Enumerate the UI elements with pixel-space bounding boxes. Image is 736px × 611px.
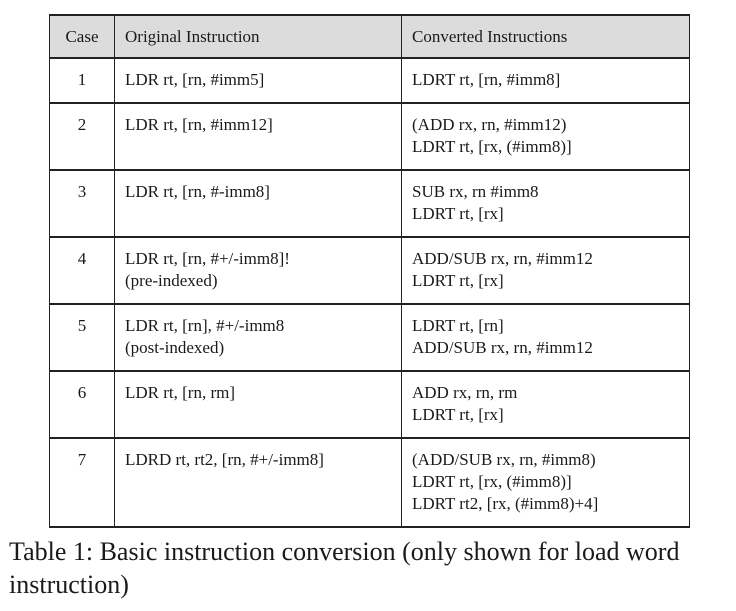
converted-instructions-cell: LDRT rt, [rn] ADD/SUB rx, rn, #imm12: [401, 304, 690, 371]
converted-instruction-line: ADD/SUB rx, rn, #imm12: [412, 338, 593, 357]
converted-instruction-line: LDRT rt, [rx]: [412, 271, 504, 290]
original-instruction-cell: LDR rt, [rn, #imm5]: [114, 58, 402, 103]
converted-instructions-cell: ADD/SUB rx, rn, #imm12 LDRT rt, [rx]: [401, 237, 690, 304]
instruction-conversion-table: Case Original Instruction Converted Inst…: [49, 14, 690, 528]
converted-instruction-line: LDRT rt, [rx]: [412, 405, 504, 424]
converted-instructions-cell: ADD rx, rn, rm LDRT rt, [rx]: [401, 371, 690, 438]
table-row: 2 LDR rt, [rn, #imm12] (ADD rx, rn, #imm…: [49, 103, 690, 170]
original-instruction-line: LDR rt, [rn, #imm5]: [125, 70, 265, 89]
converted-instruction-line: LDRT rt, [rx, (#imm8)]: [412, 137, 572, 156]
original-instruction-line: LDRD rt, rt2, [rn, #+/-imm8]: [125, 450, 324, 469]
converted-instruction-line: LDRT rt, [rn]: [412, 316, 504, 335]
converted-instruction-line: SUB rx, rn #imm8: [412, 182, 539, 201]
case-number: 4: [49, 237, 115, 304]
original-instruction-cell: LDR rt, [rn, #-imm8]: [114, 170, 402, 237]
original-instruction-line: LDR rt, [rn, rm]: [125, 383, 236, 402]
table-row: 4 LDR rt, [rn, #+/-imm8]! (pre-indexed) …: [49, 237, 690, 304]
table-row: 5 LDR rt, [rn], #+/-imm8 (post-indexed) …: [49, 304, 690, 371]
case-number: 3: [49, 170, 115, 237]
table-caption: Table 1: Basic instruction conversion (o…: [9, 537, 680, 599]
original-instruction-line: LDR rt, [rn, #imm12]: [125, 115, 273, 134]
case-number: 2: [49, 103, 115, 170]
converted-instruction-line: LDRT rt, [rn, #imm8]: [412, 70, 561, 89]
original-instruction-note: (pre-indexed): [125, 271, 218, 290]
case-number: 6: [49, 371, 115, 438]
converted-instruction-line: (ADD rx, rn, #imm12): [412, 115, 567, 134]
header-case: Case: [49, 15, 115, 58]
original-instruction-note: (post-indexed): [125, 338, 225, 357]
converted-instruction-line: LDRT rt2, [rx, (#imm8)+4]: [412, 494, 599, 513]
converted-instruction-line: LDRT rt, [rx]: [412, 204, 504, 223]
original-instruction-cell: LDR rt, [rn, #imm12]: [114, 103, 402, 170]
case-number: 7: [49, 438, 115, 527]
converted-instructions-cell: SUB rx, rn #imm8 LDRT rt, [rx]: [401, 170, 690, 237]
table-row: 6 LDR rt, [rn, rm] ADD rx, rn, rm LDRT r…: [49, 371, 690, 438]
original-instruction-cell: LDR rt, [rn, #+/-imm8]! (pre-indexed): [114, 237, 402, 304]
original-instruction-cell: LDRD rt, rt2, [rn, #+/-imm8]: [114, 438, 402, 527]
table-row: 1 LDR rt, [rn, #imm5] LDRT rt, [rn, #imm…: [49, 58, 690, 103]
converted-instruction-line: LDRT rt, [rx, (#imm8)]: [412, 472, 572, 491]
original-instruction-line: LDR rt, [rn, #-imm8]: [125, 182, 270, 201]
case-number: 5: [49, 304, 115, 371]
header-original-instruction: Original Instruction: [114, 15, 402, 58]
converted-instructions-cell: LDRT rt, [rn, #imm8]: [401, 58, 690, 103]
table-row: 3 LDR rt, [rn, #-imm8] SUB rx, rn #imm8 …: [49, 170, 690, 237]
converted-instruction-line: (ADD/SUB rx, rn, #imm8): [412, 450, 596, 469]
original-instruction-cell: LDR rt, [rn, rm]: [114, 371, 402, 438]
original-instruction-cell: LDR rt, [rn], #+/-imm8 (post-indexed): [114, 304, 402, 371]
converted-instruction-line: ADD rx, rn, rm: [412, 383, 518, 402]
original-instruction-line: LDR rt, [rn], #+/-imm8: [125, 316, 285, 335]
table-row: 7 LDRD rt, rt2, [rn, #+/-imm8] (ADD/SUB …: [49, 438, 690, 527]
converted-instructions-cell: (ADD rx, rn, #imm12) LDRT rt, [rx, (#imm…: [401, 103, 690, 170]
converted-instructions-cell: (ADD/SUB rx, rn, #imm8) LDRT rt, [rx, (#…: [401, 438, 690, 527]
header-converted-instructions: Converted Instructions: [401, 15, 690, 58]
original-instruction-line: LDR rt, [rn, #+/-imm8]!: [125, 249, 290, 268]
table-header-row: Case Original Instruction Converted Inst…: [49, 15, 690, 58]
case-number: 1: [49, 58, 115, 103]
converted-instruction-line: ADD/SUB rx, rn, #imm12: [412, 249, 593, 268]
